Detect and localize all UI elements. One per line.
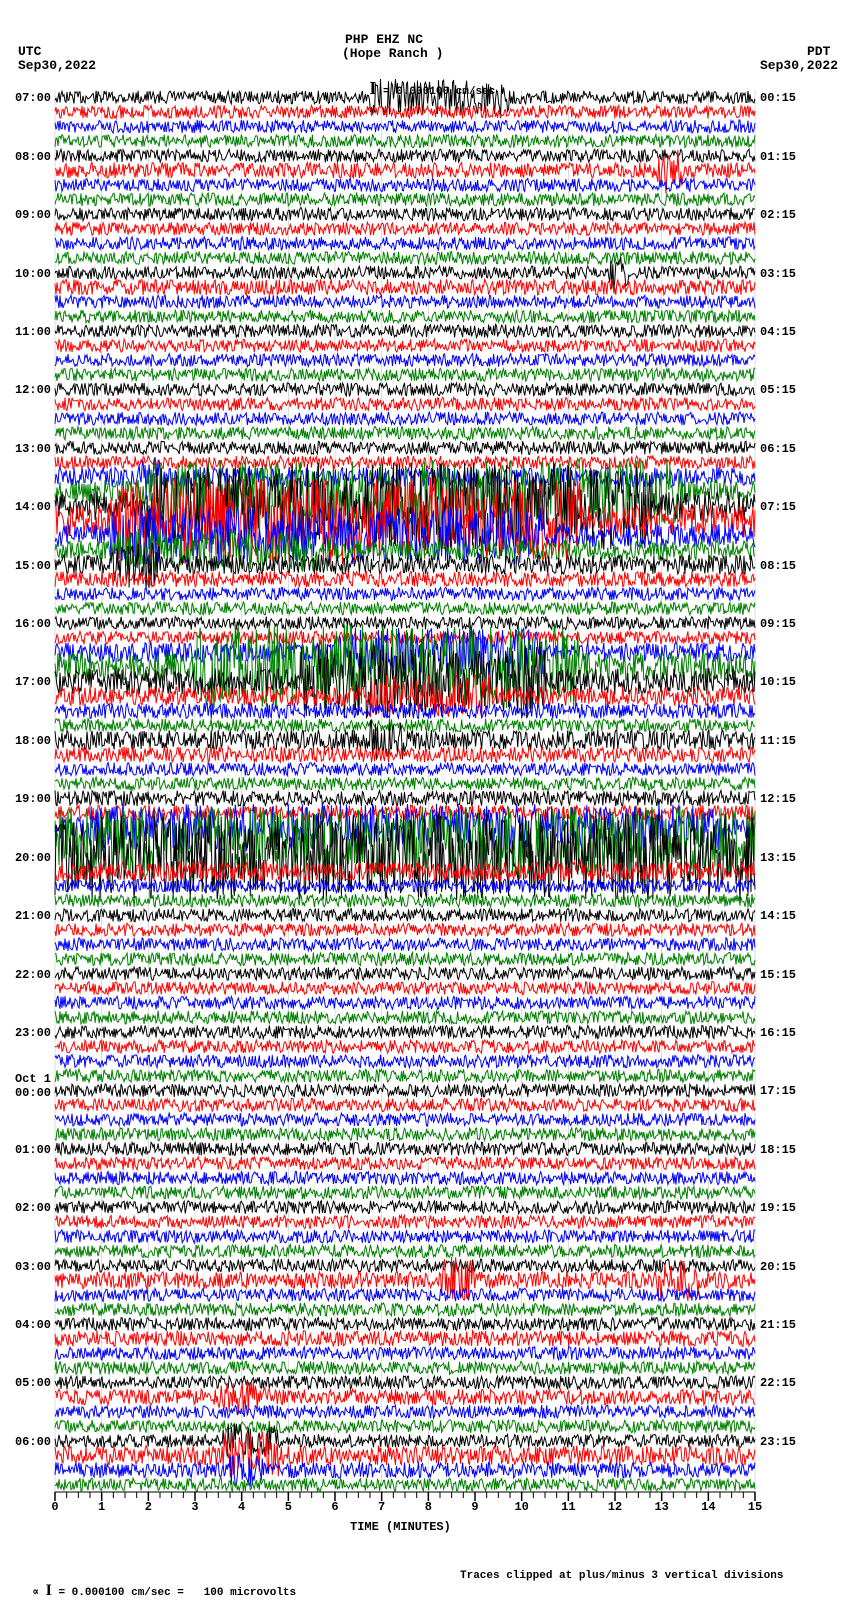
pdt-hour-label: 02:15	[760, 208, 796, 222]
x-axis-title: TIME (MINUTES)	[350, 1520, 451, 1534]
utc-hour-label: 01:00	[5, 1143, 51, 1157]
x-tick-label: 3	[185, 1500, 205, 1514]
utc-hour-label: 03:00	[5, 1260, 51, 1274]
pdt-hour-label: 09:15	[760, 617, 796, 631]
pdt-hour-label: 22:15	[760, 1376, 796, 1390]
utc-hour-label: 09:00	[5, 208, 51, 222]
pdt-hour-label: 12:15	[760, 792, 796, 806]
utc-hour-label: 21:00	[5, 909, 51, 923]
x-tick-label: 5	[278, 1500, 298, 1514]
pdt-hour-label: 20:15	[760, 1260, 796, 1274]
x-tick-label: 4	[232, 1500, 252, 1514]
x-tick-label: 14	[698, 1500, 718, 1514]
utc-hour-label: 06:00	[5, 1435, 51, 1449]
x-tick-label: 11	[558, 1500, 578, 1514]
utc-hour-label: 02:00	[5, 1201, 51, 1215]
pdt-hour-label: 14:15	[760, 909, 796, 923]
pdt-hour-label: 00:15	[760, 91, 796, 105]
helicorder-chart: PHP EHZ NC (Hope Ranch ) I = 0.000100 cm…	[0, 0, 850, 1613]
footer-clip: Traces clipped at plus/minus 3 vertical …	[460, 1570, 783, 1582]
x-tick-label: 9	[465, 1500, 485, 1514]
pdt-hour-label: 08:15	[760, 559, 796, 573]
x-tick-label: 2	[138, 1500, 158, 1514]
pdt-hour-label: 19:15	[760, 1201, 796, 1215]
x-tick-label: 13	[652, 1500, 672, 1514]
pdt-hour-label: 13:15	[760, 851, 796, 865]
utc-hour-label: 08:00	[5, 150, 51, 164]
x-tick-label: 8	[418, 1500, 438, 1514]
utc-hour-label: 22:00	[5, 968, 51, 982]
pdt-hour-label: 07:15	[760, 500, 796, 514]
x-tick-label: 15	[745, 1500, 765, 1514]
pdt-hour-label: 15:15	[760, 968, 796, 982]
utc-hour-label: 04:00	[5, 1318, 51, 1332]
utc-hour-label: 11:00	[5, 325, 51, 339]
utc-hour-label: 14:00	[5, 500, 51, 514]
utc-hour-label: 05:00	[5, 1376, 51, 1390]
utc-hour-label: 23:00	[5, 1026, 51, 1040]
utc-hour-label: 19:00	[5, 792, 51, 806]
utc-hour-label: 12:00	[5, 383, 51, 397]
utc-hour-label: 17:00	[5, 675, 51, 689]
pdt-hour-label: 18:15	[760, 1143, 796, 1157]
pdt-hour-label: 06:15	[760, 442, 796, 456]
pdt-hour-label: 10:15	[760, 675, 796, 689]
utc-hour-label: 13:00	[5, 442, 51, 456]
x-tick-label: 0	[45, 1500, 65, 1514]
pdt-hour-label: 03:15	[760, 267, 796, 281]
x-tick-label: 7	[372, 1500, 392, 1514]
footer-scale: ∝ I = 0.000100 cm/sec = 100 microvolts	[6, 1570, 296, 1612]
helicorder-svg	[0, 0, 850, 1613]
pdt-hour-label: 04:15	[760, 325, 796, 339]
x-tick-label: 12	[605, 1500, 625, 1514]
utc-hour-label: 18:00	[5, 734, 51, 748]
pdt-hour-label: 17:15	[760, 1084, 796, 1098]
utc-hour-label: Oct 1 00:00	[5, 1072, 51, 1100]
utc-hour-label: 20:00	[5, 851, 51, 865]
utc-hour-label: 16:00	[5, 617, 51, 631]
pdt-hour-label: 16:15	[760, 1026, 796, 1040]
utc-hour-label: 07:00	[5, 91, 51, 105]
utc-hour-label: 10:00	[5, 267, 51, 281]
x-tick-label: 10	[512, 1500, 532, 1514]
x-tick-label: 1	[92, 1500, 112, 1514]
pdt-hour-label: 01:15	[760, 150, 796, 164]
pdt-hour-label: 21:15	[760, 1318, 796, 1332]
pdt-hour-label: 11:15	[760, 734, 796, 748]
x-tick-label: 6	[325, 1500, 345, 1514]
pdt-hour-label: 23:15	[760, 1435, 796, 1449]
pdt-hour-label: 05:15	[760, 383, 796, 397]
utc-hour-label: 15:00	[5, 559, 51, 573]
